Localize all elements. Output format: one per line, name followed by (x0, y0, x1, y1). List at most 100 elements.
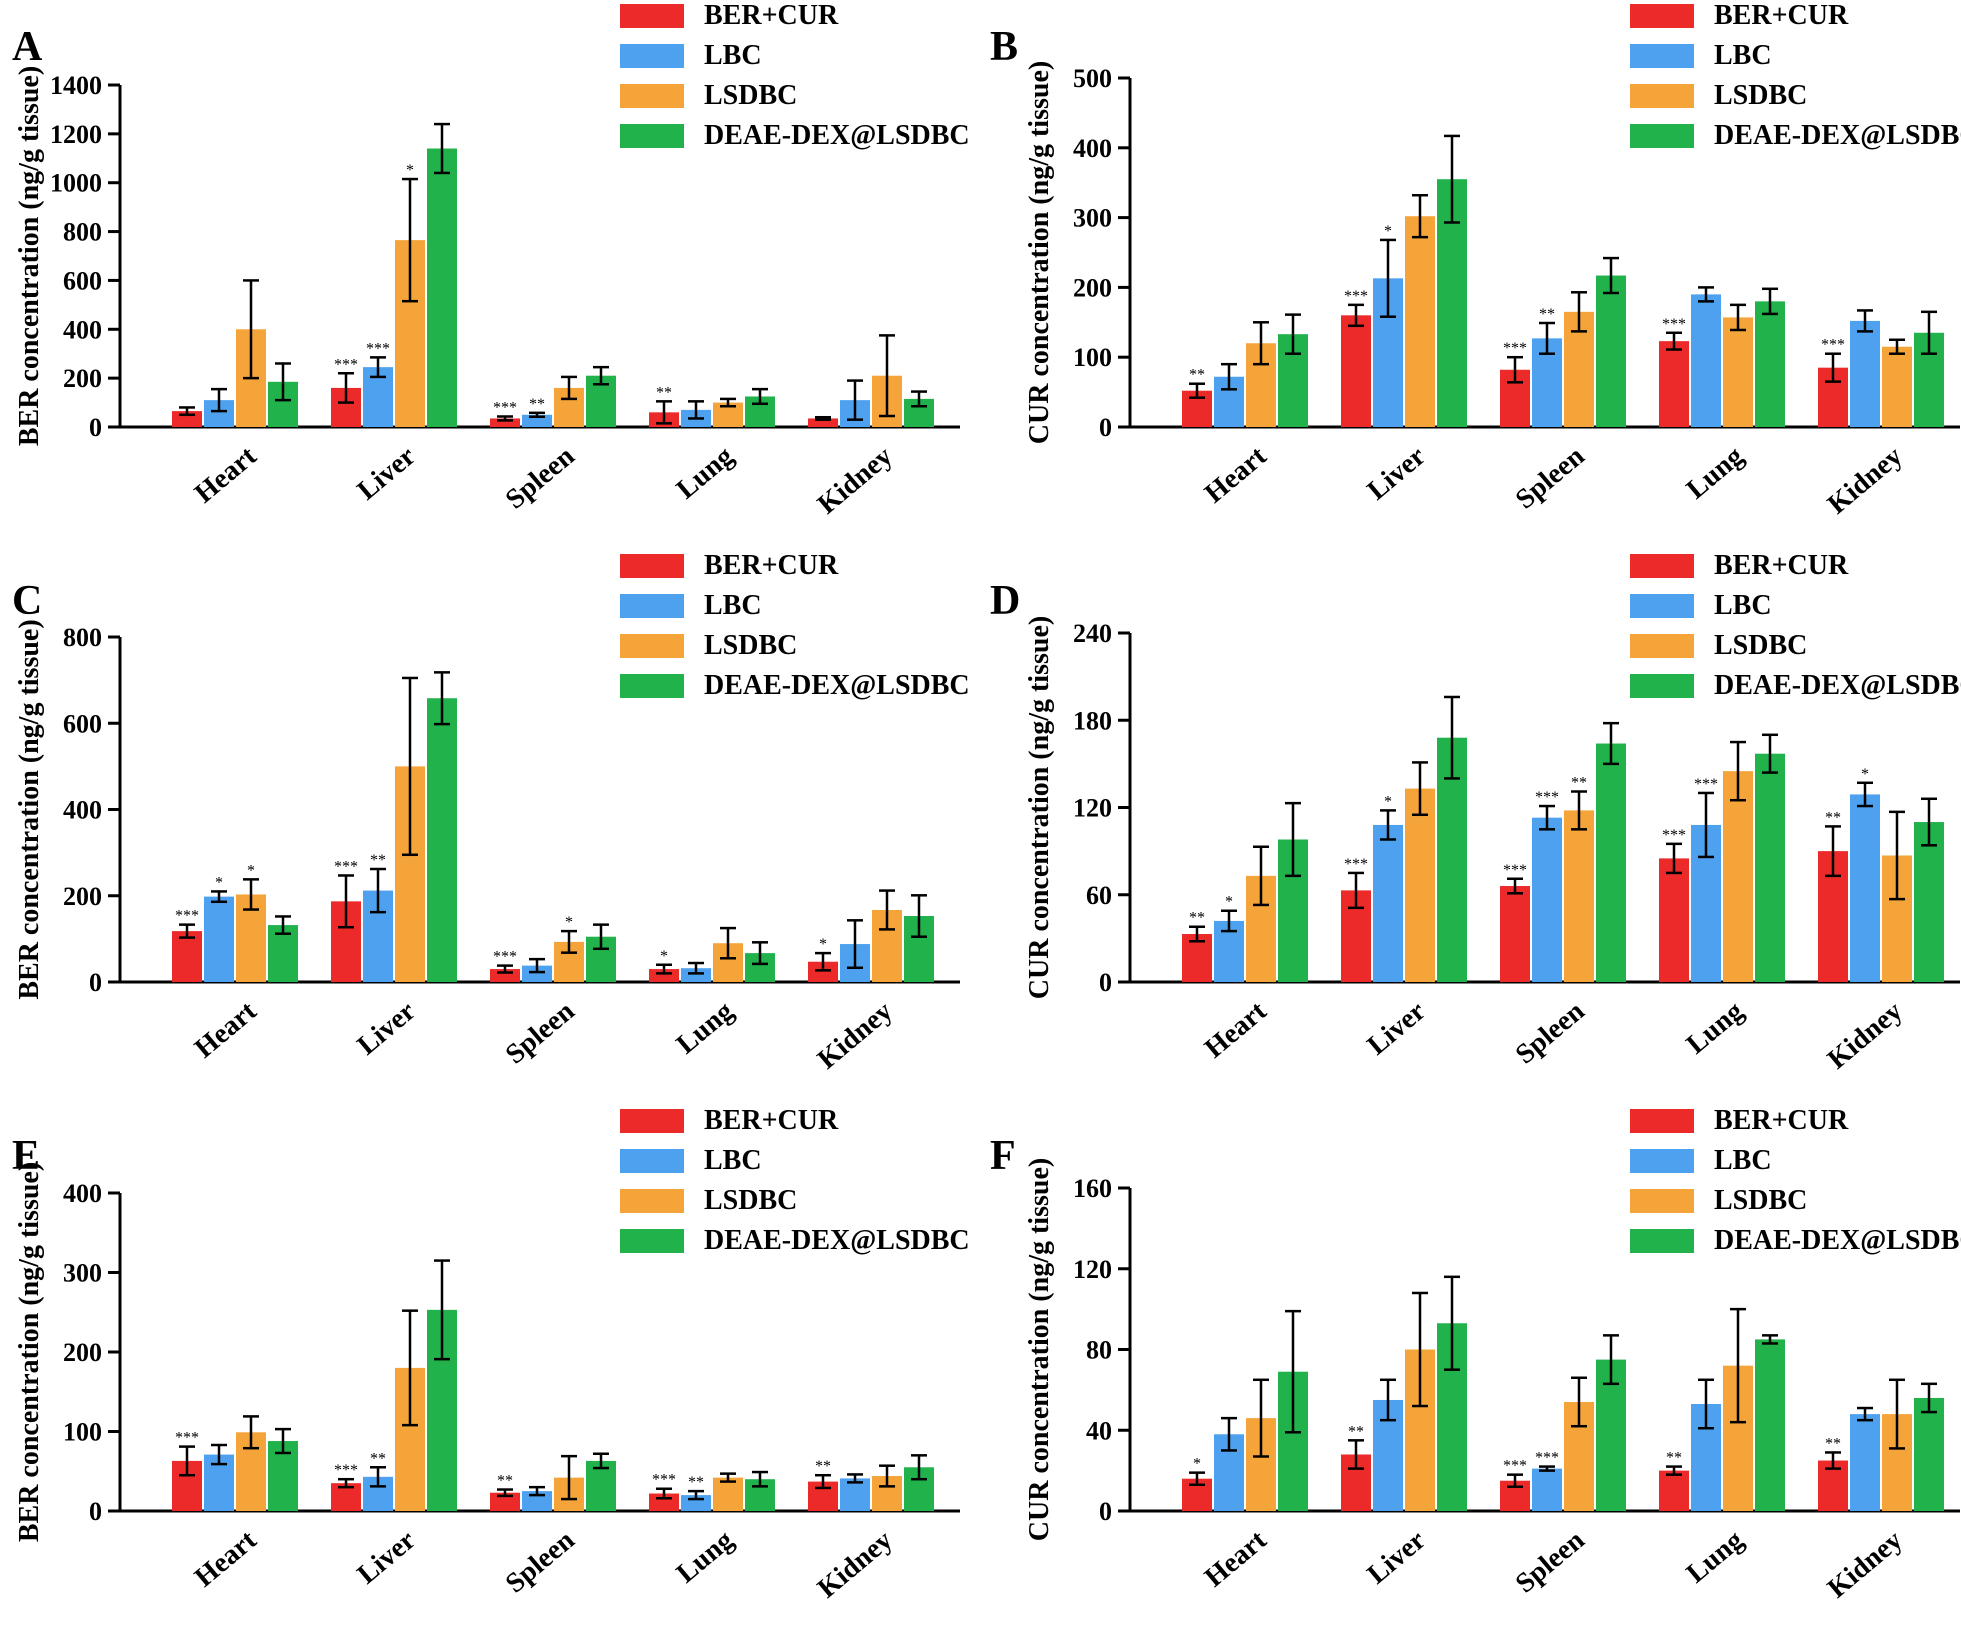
bar (1691, 294, 1721, 427)
x-tick-label: Spleen (1510, 995, 1591, 1070)
legend-swatch (1630, 1149, 1694, 1173)
legend-swatch (1630, 634, 1694, 658)
significance-label: * (247, 862, 255, 879)
significance-label: *** (493, 949, 517, 966)
bar (1723, 317, 1753, 427)
y-tick-label: 1400 (50, 71, 102, 100)
significance-label: * (1861, 766, 1869, 783)
legend-label: LBC (1714, 40, 1772, 71)
legend-swatch (1630, 44, 1694, 68)
significance-label: *** (493, 399, 517, 416)
chart-panel-c: C 0 200 400 600 800 BER concentration (ng/g ti… (12, 550, 970, 1075)
significance-label: *** (334, 356, 358, 373)
bar (1755, 753, 1785, 982)
x-tick-label: Spleen (1510, 440, 1591, 515)
y-tick-label: 40 (1086, 1416, 1112, 1445)
legend-swatch (620, 674, 684, 698)
y-tick-label: 800 (63, 218, 102, 247)
significance-label: *** (1503, 1458, 1527, 1475)
y-tick-label: 1000 (50, 169, 102, 198)
y-tick-label: 200 (63, 364, 102, 393)
bar (1341, 315, 1371, 427)
legend-label: LBC (1714, 590, 1772, 621)
x-tick-label: Kidney (812, 996, 899, 1076)
bar (1532, 817, 1562, 982)
legend-label: BER+CUR (1714, 0, 1849, 31)
significance-label: * (1193, 1456, 1201, 1473)
legend-swatch (620, 634, 684, 658)
y-tick-label: 1200 (50, 120, 102, 149)
bar (204, 896, 234, 982)
bar (1850, 1414, 1880, 1511)
significance-label: *** (1535, 1450, 1559, 1467)
bar (1755, 1339, 1785, 1511)
legend-label: BER+CUR (704, 0, 839, 31)
x-tick-label: Lung (1681, 996, 1750, 1061)
bar (1755, 301, 1785, 427)
bar (1850, 320, 1880, 427)
significance-label: * (1225, 894, 1233, 911)
significance-label: *** (1344, 288, 1368, 305)
legend-label: LSDBC (704, 1185, 797, 1216)
significance-label: ** (656, 384, 672, 401)
x-tick-label: Heart (1199, 995, 1273, 1064)
x-tick-label: Liver (352, 441, 422, 507)
significance-label: *** (175, 908, 199, 925)
y-tick-label: 160 (1073, 1174, 1112, 1203)
legend-label: DEAE-DEX@LSDBC (1714, 670, 1961, 701)
panel-label: A (12, 24, 43, 70)
legend-swatch (620, 594, 684, 618)
legend-swatch (620, 554, 684, 578)
y-tick-label: 120 (1073, 1255, 1112, 1284)
bar (1532, 1468, 1562, 1511)
panel-label: F (990, 1133, 1016, 1179)
y-tick-label: 300 (63, 1259, 102, 1288)
y-tick-label: 200 (1073, 273, 1112, 302)
y-tick-label: 240 (1073, 619, 1112, 648)
significance-label: ** (1825, 1435, 1841, 1452)
bar (1373, 824, 1403, 982)
legend-label: LSDBC (704, 80, 797, 111)
y-tick-label: 0 (1099, 1497, 1112, 1526)
significance-label: * (819, 936, 827, 953)
legend-label: BER+CUR (1714, 550, 1849, 581)
bar (1596, 275, 1626, 427)
bar (1596, 743, 1626, 982)
bar (808, 961, 838, 982)
bar (1914, 822, 1944, 982)
y-axis-label: BER concentration (ng/g tissue) (14, 1162, 45, 1542)
legend-label: LSDBC (704, 630, 797, 661)
panel-label: E (12, 1133, 40, 1179)
y-tick-label: 180 (1073, 706, 1112, 735)
legend-swatch (1630, 1229, 1694, 1253)
y-tick-label: 0 (1099, 968, 1112, 997)
x-tick-label: Lung (671, 996, 740, 1061)
legend-label: LBC (704, 1145, 762, 1176)
x-tick-label: Spleen (1510, 1524, 1591, 1599)
significance-label: *** (1344, 856, 1368, 873)
panel-label: C (12, 578, 42, 624)
significance-label: ** (1539, 306, 1555, 323)
bar (681, 968, 711, 982)
significance-label: *** (1821, 337, 1845, 354)
y-axis-label: BER concentration (ng/g tissue) (14, 619, 45, 999)
bar (172, 931, 202, 982)
bar (427, 148, 457, 427)
legend-label: LBC (704, 40, 762, 71)
legend-swatch (620, 1229, 684, 1253)
bar (1659, 858, 1689, 982)
significance-label: *** (652, 1472, 676, 1489)
significance-label: ** (1825, 809, 1841, 826)
chart-panel-d: D 0 60 120 180 240 CUR concentration (ng/g tis… (990, 550, 1961, 1075)
significance-label: ** (370, 852, 386, 869)
legend-swatch (1630, 594, 1694, 618)
legend-label: DEAE-DEX@LSDBC (704, 1225, 970, 1256)
x-tick-label: Heart (189, 1524, 263, 1593)
y-tick-label: 600 (63, 709, 102, 738)
significance-label: *** (1503, 862, 1527, 879)
significance-label: ** (1666, 1450, 1682, 1467)
significance-label: ** (1571, 775, 1587, 792)
bar (490, 1492, 520, 1511)
significance-label: ** (1189, 910, 1205, 927)
legend-swatch (1630, 4, 1694, 28)
